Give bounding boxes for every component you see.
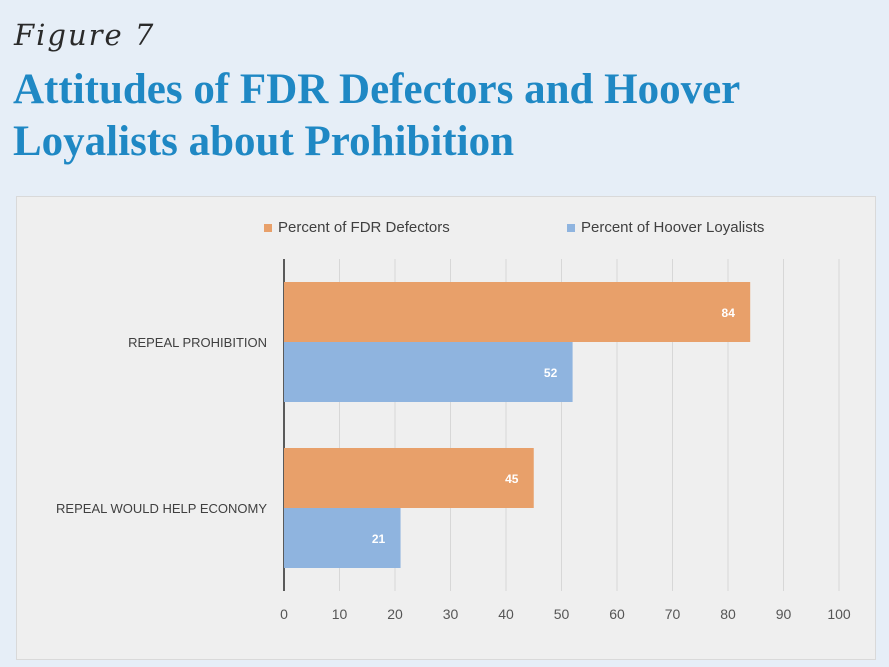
legend-label-fdr: Percent of FDR Defectors [278, 219, 450, 236]
x-tick-label-0: 0 [280, 606, 288, 622]
legend-swatch-fdr [264, 223, 272, 232]
legend-label-hoover: Percent of Hoover Loyalists [581, 219, 765, 236]
x-tick-label-40: 40 [498, 606, 514, 622]
x-tick-label-70: 70 [665, 606, 681, 622]
x-tick-label-60: 60 [609, 606, 625, 622]
bar-chart: 0 10 20 30 40 50 60 70 80 90 100 REPEAL PROHIBITION… [56, 259, 851, 622]
legend-item-hoover-loyalists: Percent of Hoover Loyalists [567, 219, 764, 236]
legend-item-fdr-defectors: Percent of FDR Defectors [264, 219, 450, 236]
x-tick-label-100: 100 [827, 606, 851, 622]
x-tick-label-20: 20 [387, 606, 403, 622]
chart-panel: Percent of FDR Defectors Percent of Hoov… [16, 196, 876, 660]
data-label-1-0: 45 [505, 472, 519, 486]
x-tick-label-10: 10 [332, 606, 348, 622]
x-tick-label-80: 80 [720, 606, 736, 622]
x-tick-label-50: 50 [554, 606, 570, 622]
bar-0-0 [284, 282, 751, 342]
x-tick-label-90: 90 [776, 606, 792, 622]
legend-swatch-hoover [567, 223, 575, 232]
bar-0-1 [284, 342, 573, 402]
category-label-1: REPEAL WOULD HELP ECONOMY [56, 501, 267, 516]
data-label-1-1: 21 [372, 532, 386, 546]
figure-label: Figure 7 [14, 18, 156, 52]
bar-1-1 [284, 508, 401, 568]
category-label-0: REPEAL PROHIBITION [128, 335, 267, 350]
data-label-0-1: 52 [544, 366, 558, 380]
figure-title: Attitudes of FDR Defectors and Hoover Lo… [13, 66, 740, 165]
bar-1-0 [284, 448, 534, 508]
data-label-0-0: 84 [722, 306, 736, 320]
x-tick-label-30: 30 [443, 606, 459, 622]
